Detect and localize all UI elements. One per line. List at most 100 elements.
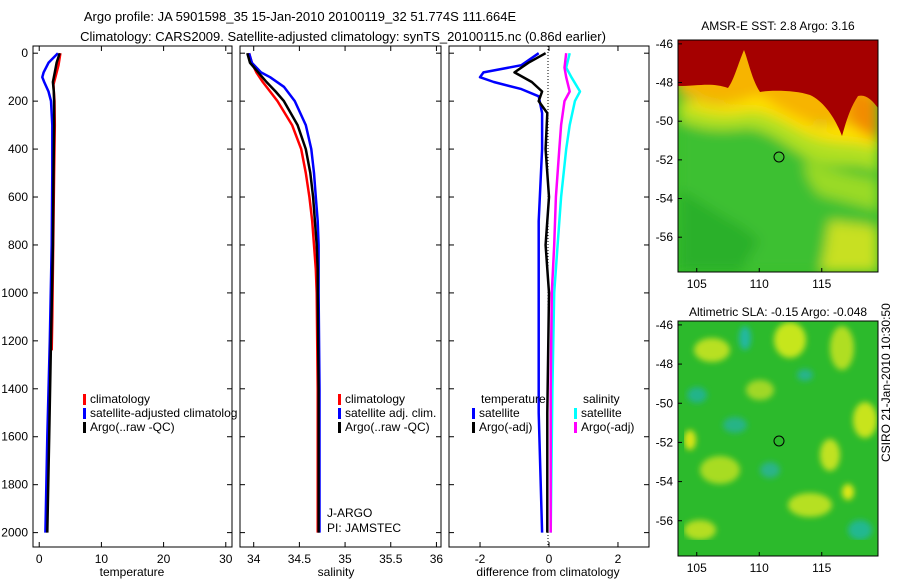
difference-temperature-legend-label: satellite xyxy=(479,406,520,420)
difference-xlabel: difference from climatology xyxy=(476,565,619,579)
temperature-xtick-label: 20 xyxy=(157,552,171,566)
series-line-temperature-satellite xyxy=(478,52,544,533)
salinity-xlabel: salinity xyxy=(318,565,355,579)
temperature-ytick-label: 2000 xyxy=(1,526,28,540)
difference-axes: -2 0 2 xyxy=(448,45,650,566)
salinity-xtick-label: 35 xyxy=(338,552,352,566)
argo-location-marker xyxy=(773,151,785,163)
series-line-temperature-argo-adj- xyxy=(513,52,551,533)
temperature-ytick-label: 1000 xyxy=(1,286,28,300)
salinity-series xyxy=(246,52,321,533)
difference-legend-salinity-title: salinity xyxy=(583,392,620,406)
temperature-legend-label: satellite-adjusted climatolog xyxy=(90,406,237,420)
temperature-ytick-label: 400 xyxy=(8,142,28,156)
salinity-xtick-label: 34 xyxy=(247,552,261,566)
salinity-profile-plot: 34 34.5 35 35.5 36 salinity climatologysatel… xyxy=(239,45,444,579)
series-line-argo-raw-qc- xyxy=(46,52,61,533)
temperature-ytick-label: 600 xyxy=(8,190,28,204)
sla-map-ytick-label: -46 xyxy=(656,318,674,332)
temperature-xtick-label: 30 xyxy=(219,552,233,566)
jargo-annotation: J-ARGO xyxy=(327,506,372,520)
sla-map-axes: 105 110 115 -46 -48 -50 -52 -54 -56 xyxy=(656,318,832,575)
temperature-legend-label: climatology xyxy=(90,392,150,406)
figure-title-line2: Climatology: CARS2009. Satellite-adjuste… xyxy=(80,29,606,44)
temperature-axes: 0 10 20 30 0 200 400 600 800 1000 1200 1400 1600 1800… xyxy=(1,45,233,566)
sla-map-ytick-label: -50 xyxy=(656,396,674,410)
sst-map-axes: 105 110 115 -46 -48 -50 -52 -54 -56 xyxy=(656,37,832,291)
difference-legend: temperature salinitysatelliteArgo(-adj)sa… xyxy=(472,392,634,434)
difference-salinity-legend-label: Argo(-adj) xyxy=(581,420,634,434)
amsr-map-ytick-label: -54 xyxy=(656,192,674,206)
salinity-axes-box xyxy=(239,45,442,548)
difference-temperature-legend-label: Argo(-adj) xyxy=(479,420,532,434)
temperature-ytick-label: 1400 xyxy=(1,382,28,396)
sla-map-field xyxy=(678,321,878,556)
sst-map-title: AMSR-E SST: 2.8 Argo: 3.16 xyxy=(701,19,855,33)
amsr-map-ytick-label: -46 xyxy=(656,37,674,51)
difference-salinity-legend-label: satellite xyxy=(581,406,622,420)
series-line-climatology xyxy=(247,52,319,533)
timestamp-label: CSIRO 21-Jan-2010 10:30:50 xyxy=(879,303,893,462)
difference-salinity-legend-swatch xyxy=(574,422,577,433)
sla-map-xtick-label: 105 xyxy=(687,561,707,575)
difference-temperature-legend-swatch xyxy=(472,408,475,419)
salinity-legend-label: climatology xyxy=(345,392,405,406)
series-line-salinity-argo-adj- xyxy=(549,53,571,533)
series-line-argo-raw-qc- xyxy=(246,52,320,533)
salinity-axes: 34 34.5 35 35.5 36 xyxy=(239,45,444,566)
amsr-map-xtick-label: 115 xyxy=(812,277,831,291)
amsr-map-ytick-label: -50 xyxy=(656,114,674,128)
difference-legend-temperature-title: temperature xyxy=(481,392,546,406)
sst-map: AMSR-E SST: 2.8 Argo: 3.16 105 110 115 -46 -… xyxy=(656,19,879,291)
salinity-legend-swatch xyxy=(338,394,341,405)
temperature-legend-swatch xyxy=(83,394,86,405)
temperature-ytick-label: 800 xyxy=(8,238,28,252)
sla-map-title: Altimetric SLA: -0.15 Argo: -0.048 xyxy=(689,305,867,319)
temperature-ytick-label: 1800 xyxy=(1,478,28,492)
temperature-ytick-label: 0 xyxy=(21,46,28,60)
salinity-xtick-label: 34.5 xyxy=(288,552,312,566)
amsr-map-xtick-label: 105 xyxy=(687,277,707,291)
salinity-legend-label: satellite adj. clim. xyxy=(345,406,436,420)
temperature-profile-plot: 0 10 20 30 0 200 400 600 800 1000 1200 1400 1600 1800… xyxy=(1,45,237,579)
temperature-ytick-label: 1600 xyxy=(1,430,28,444)
temperature-legend-label: Argo(..raw -QC) xyxy=(90,420,175,434)
temperature-legend-swatch xyxy=(83,408,86,419)
salinity-xtick-label: 36 xyxy=(430,552,444,566)
difference-xtick-label: -2 xyxy=(475,552,486,566)
amsr-map-ytick-label: -52 xyxy=(656,153,674,167)
salinity-legend-swatch xyxy=(338,422,341,433)
amsr-map-ytick-label: -48 xyxy=(656,76,674,90)
sst-map-field xyxy=(678,40,878,272)
salinity-xtick-label: 35.5 xyxy=(379,552,403,566)
amsr-map-xtick-label: 110 xyxy=(750,277,769,291)
sla-map-ytick-label: -56 xyxy=(656,514,674,528)
temperature-series xyxy=(41,52,62,533)
temperature-legend-swatch xyxy=(83,422,86,433)
pi-annotation: PI: JAMSTEC xyxy=(327,521,401,535)
sla-map-ytick-label: -54 xyxy=(656,475,674,489)
temperature-ytick-label: 1200 xyxy=(1,334,28,348)
temperature-xlabel: temperature xyxy=(100,565,165,579)
difference-xtick-label: 0 xyxy=(546,552,553,566)
temperature-ytick-label: 200 xyxy=(8,94,28,108)
temperature-axes-box xyxy=(32,45,233,548)
series-line-satellite-adj-clim- xyxy=(247,52,321,533)
sla-map-ytick-label: -52 xyxy=(656,435,674,449)
salinity-legend-label: Argo(..raw -QC) xyxy=(345,420,430,434)
difference-profile-plot: -2 0 2 difference from climatology tempera… xyxy=(448,45,650,579)
difference-series xyxy=(478,52,582,533)
figure-title-line1: Argo profile: JA 5901598_35 15-Jan-2010 … xyxy=(84,9,517,24)
temperature-xtick-label: 0 xyxy=(36,552,43,566)
sla-map-xtick-label: 115 xyxy=(812,561,831,575)
sla-map: Altimetric SLA: -0.15 Argo: -0.048 xyxy=(656,305,879,575)
series-line-salinity-satellite xyxy=(549,52,582,533)
difference-temperature-legend-swatch xyxy=(472,422,475,433)
argo-location-marker-sla xyxy=(773,435,785,447)
salinity-legend-swatch xyxy=(338,408,341,419)
difference-salinity-legend-swatch xyxy=(574,408,577,419)
temperature-xtick-label: 10 xyxy=(95,552,109,566)
